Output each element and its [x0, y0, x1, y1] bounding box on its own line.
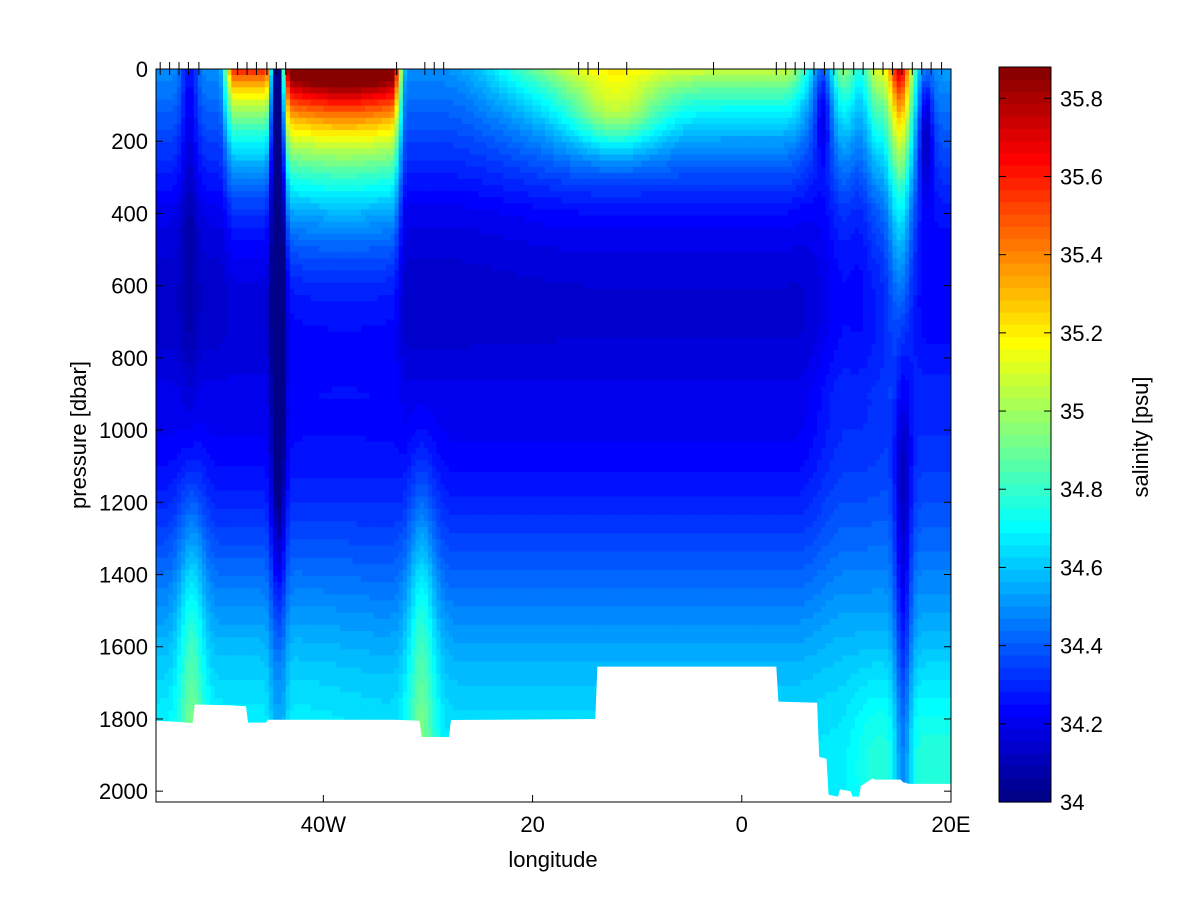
colorbar-band — [999, 618, 1051, 632]
colorbar-band — [999, 691, 1051, 705]
colorbar-band — [999, 532, 1051, 546]
colorbar-band — [999, 91, 1051, 105]
colorbar-band — [999, 483, 1051, 497]
colorbar-tick-label: 35.6 — [1060, 164, 1103, 189]
y-tick-label: 800 — [111, 346, 148, 371]
colorbar-band — [999, 67, 1051, 80]
colorbar-band — [999, 716, 1051, 730]
colorbar: 34 34.2 34.4 34.6 34.8 35 35.2 35.4 35.6 35.8 — [998, 66, 1103, 815]
colorbar-label: salinity [psu] — [1128, 376, 1153, 497]
colorbar-band — [999, 704, 1051, 717]
colorbar-band — [999, 214, 1051, 227]
y-tick-label: 2000 — [99, 779, 148, 804]
y-tick-label: 600 — [111, 274, 148, 299]
colorbar-band — [999, 593, 1051, 607]
colorbar-band — [999, 189, 1051, 203]
colorbar-band — [999, 201, 1051, 215]
colorbar-tick-label: 35.4 — [1060, 243, 1103, 268]
colorbar-band — [999, 250, 1051, 264]
colorbar-band — [999, 238, 1051, 252]
colorbar-band — [999, 397, 1051, 411]
colorbar-band — [999, 275, 1051, 289]
y-tick-label: 1600 — [99, 635, 148, 660]
colorbar-band — [999, 520, 1051, 534]
colorbar-band — [999, 287, 1051, 301]
colorbar-band — [999, 299, 1051, 313]
plot-frame — [155, 68, 952, 803]
colorbar-band — [999, 410, 1051, 423]
colorbar-band — [999, 434, 1051, 448]
colorbar-band — [999, 446, 1051, 460]
colorbar-band — [999, 667, 1051, 681]
colorbar-tick-label: 34.8 — [1060, 477, 1103, 502]
y-tick-label: 1000 — [99, 418, 148, 443]
x-tick-label: 0 — [736, 812, 748, 837]
colorbar-band — [999, 581, 1051, 595]
colorbar-band — [999, 544, 1051, 558]
y-tick-label: 1800 — [99, 707, 148, 732]
colorbar-band — [999, 642, 1051, 656]
colorbar-band — [999, 495, 1051, 509]
x-axis: 40W 20 0 20E — [301, 795, 971, 837]
x-axis-label: longitude — [508, 847, 597, 872]
colorbar-band — [999, 753, 1051, 766]
colorbar-band — [999, 361, 1051, 374]
colorbar-frame — [998, 66, 1052, 803]
x-tick-label: 40W — [301, 812, 346, 837]
colorbar-band — [999, 116, 1051, 129]
colorbar-band — [999, 385, 1051, 399]
colorbar-band — [999, 471, 1051, 485]
colorbar-band — [999, 336, 1051, 350]
colorbar-band — [999, 177, 1051, 191]
colorbar-band — [999, 103, 1051, 117]
colorbar-tick-label: 34.6 — [1060, 555, 1103, 580]
y-tick-label: 1200 — [99, 490, 148, 515]
y-tick-label: 400 — [111, 201, 148, 226]
colorbar-band — [999, 459, 1051, 472]
x-tick-label: 20 — [520, 812, 544, 837]
colorbar-tick-label: 34.4 — [1060, 634, 1103, 659]
y-tick-label: 200 — [111, 129, 148, 154]
colorbar-band — [999, 79, 1051, 93]
y-axis: 0 200 400 600 800 1000 1200 1400 1600 1800 2000 — [99, 57, 951, 804]
seafloor-mask — [156, 666, 951, 802]
y-tick-label: 1400 — [99, 563, 148, 588]
colorbar-band — [999, 777, 1051, 791]
station-markers — [159, 62, 943, 75]
colorbar-tick-label: 34 — [1060, 790, 1084, 815]
colorbar-tick-label: 34.2 — [1060, 712, 1103, 737]
colorbar-band — [999, 152, 1051, 166]
colorbar-band — [999, 263, 1051, 276]
colorbar-band — [999, 606, 1051, 619]
colorbar-band — [999, 630, 1051, 644]
y-axis-label: pressure [dbar] — [66, 361, 91, 509]
colorbar-tick-label: 35 — [1060, 399, 1084, 424]
colorbar-band — [999, 569, 1051, 583]
colorbar-band — [999, 765, 1051, 779]
colorbar-band — [999, 789, 1051, 803]
colorbar-band — [999, 740, 1051, 754]
colorbar-band — [999, 728, 1051, 742]
colorbar-band — [999, 557, 1051, 570]
colorbar-band — [999, 312, 1051, 325]
colorbar-band — [999, 655, 1051, 668]
colorbar-tick-label: 35.8 — [1060, 86, 1103, 111]
seafloor-mask-shape — [156, 666, 951, 802]
colorbar-band — [999, 226, 1051, 240]
colorbar-band — [999, 140, 1051, 154]
y-tick-label: 0 — [136, 57, 148, 82]
colorbar-band — [999, 165, 1051, 178]
salinity-field — [156, 69, 951, 802]
colorbar-band — [999, 128, 1051, 142]
colorbar-tick-label: 35.2 — [1060, 321, 1103, 346]
colorbar-band — [999, 422, 1051, 436]
colorbar-band — [999, 679, 1051, 693]
colorbar-band — [999, 324, 1051, 338]
colorbar-band — [999, 373, 1051, 387]
x-tick-label: 20E — [931, 812, 970, 837]
colorbar-band — [999, 508, 1051, 521]
colorbar-band — [999, 348, 1051, 362]
